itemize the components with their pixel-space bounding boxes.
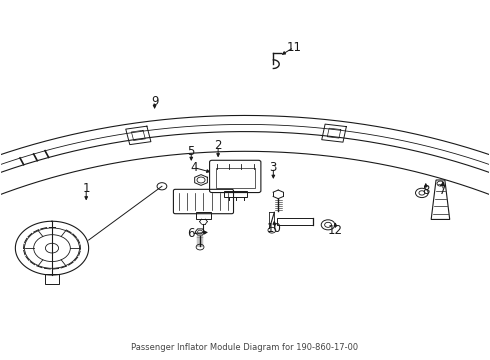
Text: 10: 10 [267,222,282,235]
Text: 2: 2 [215,139,222,152]
Bar [223,191,247,197]
Text: 6: 6 [188,227,195,240]
Text: 9: 9 [151,95,158,108]
Bar [277,219,314,225]
Text: 7: 7 [439,184,447,197]
Text: 4: 4 [190,161,197,174]
Bar [196,212,211,219]
Bar [45,274,59,284]
Text: 1: 1 [82,183,90,195]
Text: 12: 12 [328,224,343,237]
Text: 3: 3 [270,161,277,174]
Text: 5: 5 [188,145,195,158]
Text: 8: 8 [422,184,429,197]
Text: Passenger Inflator Module Diagram for 190-860-17-00: Passenger Inflator Module Diagram for 19… [131,343,359,352]
Bar [216,168,254,188]
Text: 11: 11 [286,41,301,54]
